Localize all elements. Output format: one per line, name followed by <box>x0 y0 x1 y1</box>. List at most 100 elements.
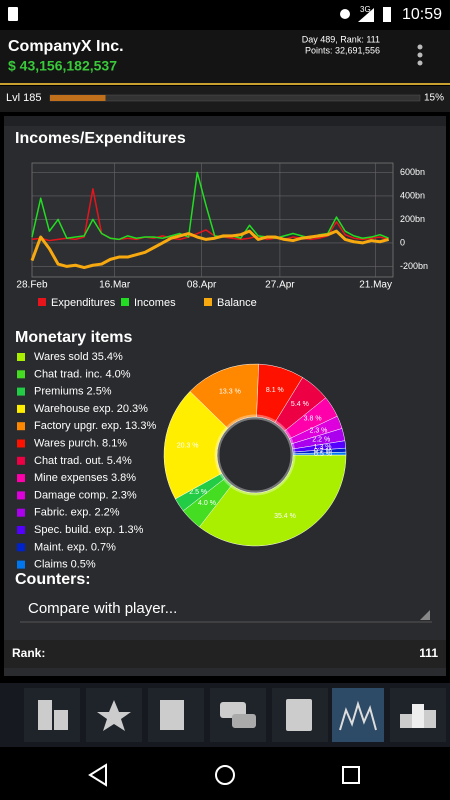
legend-value: 20.3% <box>117 403 148 415</box>
legend-name: Chat trad. out. <box>34 455 104 467</box>
slice-label: 20.3 % <box>177 443 199 450</box>
legend-swatch <box>121 298 129 306</box>
slice-label: 13.3 % <box>219 389 241 396</box>
legend-value: 1.3% <box>118 524 143 536</box>
legend-swatch <box>17 353 25 361</box>
menu-button[interactable] <box>417 44 423 66</box>
legend-swatch <box>17 387 25 396</box>
legend-name: Wares purch. <box>34 437 99 449</box>
legend-label: Factory upgr. exp. 13.3% <box>34 420 156 432</box>
counters-title: Counters: <box>15 571 91 588</box>
legend-name: Wares sold <box>34 351 89 363</box>
y-tick-label: 200bn <box>400 214 425 224</box>
legend-swatch <box>17 543 25 552</box>
legend-value: 0.5% <box>71 559 96 571</box>
slice-label: 0.7 % <box>314 448 332 455</box>
slice-label: 1.3 % <box>314 444 332 451</box>
rank-label: Rank: <box>12 646 45 660</box>
legend-name: Premiums <box>34 386 84 398</box>
battery-icon <box>383 7 391 22</box>
compare-dropdown[interactable]: Compare with player... <box>28 600 177 617</box>
legend-value: 4.0% <box>105 368 130 380</box>
legend-value: 2.5% <box>87 386 112 398</box>
slice-label: 3.8 % <box>304 416 322 423</box>
nav-icon <box>400 714 412 728</box>
legend-label: Incomes <box>134 297 176 309</box>
nav-icon <box>97 700 131 731</box>
legend-name: Warehouse exp. <box>34 403 114 415</box>
legend-name: Claims <box>34 559 68 571</box>
legend-label: Wares purch. 8.1% <box>34 437 127 449</box>
legend-value: 2.2% <box>94 507 119 519</box>
legend-swatch <box>17 404 25 413</box>
legend-swatch <box>38 298 46 306</box>
legend-swatch <box>17 491 25 500</box>
y-tick-label: 400bn <box>400 190 425 200</box>
legend-swatch <box>17 526 25 534</box>
slice-label: 2.5 % <box>189 489 207 496</box>
recents-button[interactable] <box>342 766 360 784</box>
clock: 10:59 <box>402 6 442 23</box>
dropdown-arrow[interactable] <box>420 610 430 620</box>
legend-name: Spec. build. exp. <box>34 524 115 536</box>
legend-name: Chat trad. inc. <box>34 368 102 380</box>
donut-hole <box>220 420 290 490</box>
rank-row <box>4 640 446 668</box>
legend-swatch <box>17 560 25 569</box>
legend-name: Mine expenses <box>34 472 108 484</box>
legend-value: 3.8% <box>111 472 136 484</box>
nav-icon <box>38 700 52 730</box>
legend-value: 0.7% <box>91 541 116 553</box>
pie-slice <box>163 391 229 500</box>
slice-label: 8.1 % <box>266 387 284 394</box>
legend-name: Maint. exp. <box>34 541 88 553</box>
legend-label: Premiums 2.5% <box>34 386 112 398</box>
legend-value: 8.1% <box>102 437 127 449</box>
line-chart-title: Incomes/Expenditures <box>15 130 186 147</box>
legend-name: Factory upgr. exp. <box>34 420 122 432</box>
company-name: CompanyX Inc. <box>8 38 124 55</box>
legend-value: 5.4% <box>107 455 132 467</box>
y-tick-label: -200bn <box>400 261 428 271</box>
legend-swatch <box>17 439 25 448</box>
legend-name: Damage comp. <box>34 489 109 501</box>
legend-name: Fabric. exp. <box>34 507 91 519</box>
pie-chart-title: Monetary items <box>15 329 132 346</box>
y-tick-label: 600bn <box>400 167 425 177</box>
y-tick-label: 0 <box>400 237 405 247</box>
network-type: 3G <box>360 5 371 14</box>
slice-label: 0.5 % <box>314 451 332 458</box>
header-line <box>0 83 450 85</box>
legend-label: Maint. exp. 0.7% <box>34 541 116 553</box>
legend-label: Damage comp. 2.3% <box>34 489 137 501</box>
series-line <box>31 171 389 241</box>
series-line <box>30 229 390 270</box>
slice-label: 2.3 % <box>309 427 327 434</box>
level-percent: 15% <box>424 93 444 104</box>
level-label: Lvl 185 <box>6 92 41 104</box>
legend-swatch <box>204 298 212 306</box>
x-tick-label: 08.Apr <box>187 280 217 291</box>
x-tick-label: 21.May <box>359 280 392 291</box>
nav-icon <box>424 710 436 728</box>
back-button[interactable] <box>88 763 107 787</box>
money: $ 43,156,182,537 <box>8 58 117 74</box>
panel-top <box>4 116 446 126</box>
home-button[interactable] <box>215 765 235 785</box>
legend-label: Claims 0.5% <box>34 559 96 571</box>
legend-label: Chat trad. out. 5.4% <box>34 455 132 467</box>
sd-icon <box>8 7 18 21</box>
legend-value: 2.3% <box>112 489 137 501</box>
pie-slice <box>292 451 347 456</box>
signal-icon <box>358 8 374 22</box>
x-tick-label: 27.Apr <box>265 280 295 291</box>
slice-label: 5.4 % <box>291 401 309 408</box>
nav-statistics[interactable] <box>332 688 384 742</box>
rank-value: 111 <box>419 646 438 660</box>
legend-label: Wares sold 35.4% <box>34 351 123 363</box>
donut-ring <box>214 414 296 496</box>
nav-icon <box>339 700 377 731</box>
legend-swatch <box>17 422 25 431</box>
legend-label: Warehouse exp. 20.3% <box>34 403 148 415</box>
